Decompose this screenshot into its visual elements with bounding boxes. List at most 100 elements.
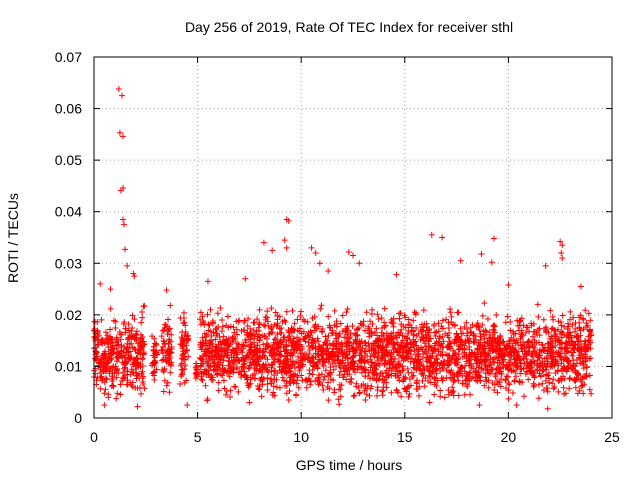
data-point [564, 325, 571, 332]
data-point [484, 315, 491, 322]
data-point [98, 356, 105, 363]
data-point [319, 360, 326, 367]
data-point [522, 370, 529, 377]
data-point [222, 391, 229, 398]
data-point [433, 339, 440, 346]
data-point [220, 377, 227, 384]
data-point [164, 379, 171, 386]
data-point [529, 352, 536, 359]
data-point [258, 375, 265, 382]
data-point [381, 305, 388, 312]
data-point [530, 320, 537, 327]
data-point [380, 352, 387, 359]
data-point [275, 345, 282, 352]
data-point [225, 324, 232, 331]
data-point [516, 318, 523, 325]
data-point [180, 320, 187, 327]
data-point [168, 349, 175, 356]
data-point-outlier [246, 399, 253, 406]
data-point [344, 323, 351, 330]
data-point [313, 361, 320, 368]
data-point [374, 386, 381, 393]
data-point [530, 372, 537, 379]
data-point [516, 379, 523, 386]
data-point [219, 316, 226, 323]
data-point [455, 377, 462, 384]
data-point [247, 330, 254, 337]
data-point [192, 370, 199, 377]
data-point [254, 316, 261, 323]
data-point [261, 365, 268, 372]
data-point [124, 336, 131, 343]
data-point [235, 388, 242, 395]
data-point [564, 347, 571, 354]
data-point [360, 366, 367, 372]
data-point [470, 332, 477, 339]
data-point [326, 341, 333, 348]
data-point-outlier [577, 283, 584, 290]
data-point [582, 351, 589, 358]
data-point [272, 309, 279, 316]
data-point [222, 337, 229, 344]
data-point [297, 360, 304, 367]
data-point [361, 360, 368, 367]
data-point [310, 363, 317, 370]
data-point [323, 351, 330, 358]
data-point-outlier [107, 286, 114, 293]
data-point [561, 345, 568, 352]
data-point [348, 376, 355, 383]
data-point [543, 385, 550, 392]
data-point [130, 361, 137, 368]
data-point [295, 363, 302, 370]
data-point [393, 386, 400, 393]
data-point [480, 328, 487, 335]
data-point [105, 394, 112, 401]
data-point [109, 382, 116, 389]
data-point [264, 318, 271, 325]
data-point [350, 393, 357, 400]
data-point [478, 359, 485, 366]
data-point [547, 353, 554, 360]
data-point [410, 364, 417, 371]
data-point [121, 372, 128, 379]
data-point [443, 316, 450, 323]
x-axis-label: GPS time / hours [296, 457, 403, 473]
data-point [293, 380, 300, 387]
data-point [344, 331, 351, 338]
data-point [411, 347, 418, 354]
data-point [435, 320, 442, 327]
data-point [332, 330, 339, 337]
data-point-outlier [116, 129, 123, 136]
data-point [379, 388, 386, 395]
data-point [97, 369, 104, 376]
data-point [276, 313, 283, 320]
data-point [469, 350, 476, 357]
data-point [431, 374, 438, 381]
data-point [315, 381, 322, 388]
data-point [168, 331, 175, 338]
data-point [341, 362, 348, 369]
data-point [404, 365, 411, 372]
data-point [407, 382, 414, 389]
data-point [523, 350, 530, 357]
data-point [477, 331, 484, 338]
data-point [198, 360, 205, 367]
data-point [445, 387, 452, 394]
data-point [343, 376, 350, 383]
data-point [318, 371, 325, 378]
data-point [557, 330, 564, 337]
data-point [448, 313, 455, 320]
data-point [303, 384, 310, 391]
data-point [223, 369, 230, 376]
data-point [362, 385, 369, 392]
data-point [165, 316, 172, 323]
data-point [166, 389, 173, 396]
data-point [196, 316, 203, 323]
data-point [479, 321, 486, 328]
data-point-outlier [428, 231, 435, 238]
data-point [211, 362, 218, 369]
data-point [247, 343, 254, 350]
data-point [342, 326, 349, 333]
data-point [565, 358, 572, 365]
data-point [518, 331, 525, 338]
